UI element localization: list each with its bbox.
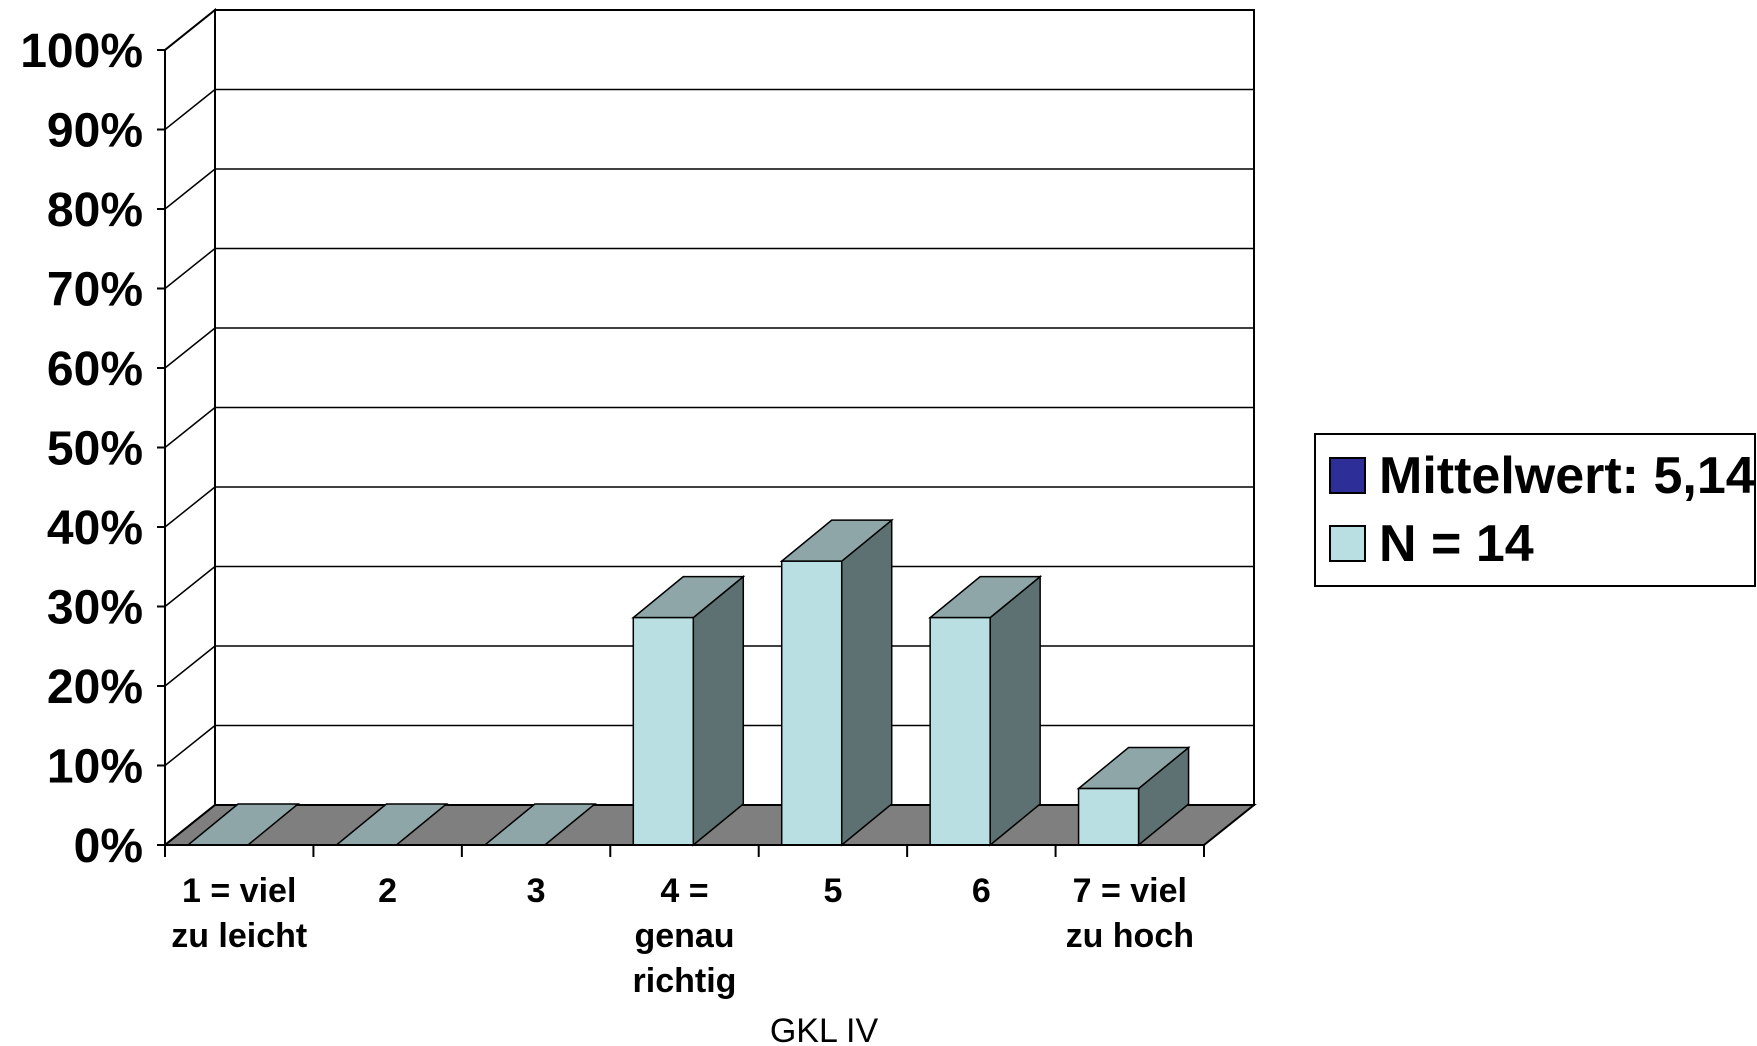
x-tick-label: 1 = viel zu leicht	[171, 872, 307, 955]
gridline-diagonal	[164, 645, 216, 687]
gridlines	[164, 9, 1254, 846]
gridline-diagonal	[164, 724, 216, 767]
bar-side	[692, 575, 745, 847]
bar	[1076, 745, 1191, 847]
bar	[928, 575, 1043, 847]
gridline-diagonal	[164, 327, 216, 369]
x-tick-label: 3	[527, 872, 546, 910]
bar-front	[929, 616, 991, 846]
y-tick-label: 30%	[47, 582, 143, 635]
gridline-diagonal	[164, 9, 216, 51]
bar-side	[989, 575, 1041, 847]
y-tick-label: 20%	[47, 661, 143, 714]
x-tick-label: 2	[378, 872, 397, 910]
gridline-diagonal	[164, 565, 216, 608]
bar	[631, 575, 746, 847]
x-tick-label: 5	[823, 872, 842, 910]
y-axis-ticks: 0% 10% 20% 30% 40% 50% 60% 70% 80% 90% 100%	[20, 25, 165, 873]
gridline-diagonal	[164, 486, 216, 528]
bars	[185, 518, 1191, 847]
legend-label: Mittelwert: 5,14	[1379, 447, 1755, 505]
bar-side	[840, 518, 893, 847]
gridline-diagonal	[164, 247, 216, 290]
y-tick-label: 80%	[47, 184, 143, 237]
y-tick-label: 40%	[47, 502, 143, 555]
bar	[779, 518, 894, 847]
y-tick-label: 0%	[74, 820, 143, 873]
y-tick-label: 100%	[20, 25, 143, 78]
y-tick-label: 10%	[47, 741, 143, 794]
x-tick-label: 7 = viel zu hoch	[1066, 872, 1194, 955]
gridline-diagonal	[164, 406, 216, 449]
x-axis-title: GKL IV	[770, 1012, 879, 1046]
x-axis-ticks: 1 = viel zu leicht 2 3 4 = genau richtig 5 6 7 = …	[164, 50, 1205, 1000]
legend-swatch	[1329, 525, 1366, 562]
y-tick-label: 50%	[47, 423, 143, 476]
gridline-diagonal	[164, 168, 216, 210]
x-tick-label: 4 = genau richtig	[633, 872, 737, 1000]
bar-front	[780, 560, 843, 846]
legend: Mittelwert: 5,14 N = 14	[1314, 433, 1756, 587]
bar-front	[1077, 787, 1140, 846]
x-tick-label: 6	[972, 872, 991, 910]
gridline-diagonal	[164, 88, 216, 131]
y-tick-label: 90%	[47, 105, 143, 158]
legend-box	[1314, 433, 1756, 587]
bar-front	[632, 616, 695, 846]
y-tick-label: 60%	[47, 343, 143, 396]
legend-label: N = 14	[1379, 515, 1534, 573]
y-tick-label: 70%	[47, 264, 143, 317]
legend-swatch	[1329, 457, 1366, 494]
